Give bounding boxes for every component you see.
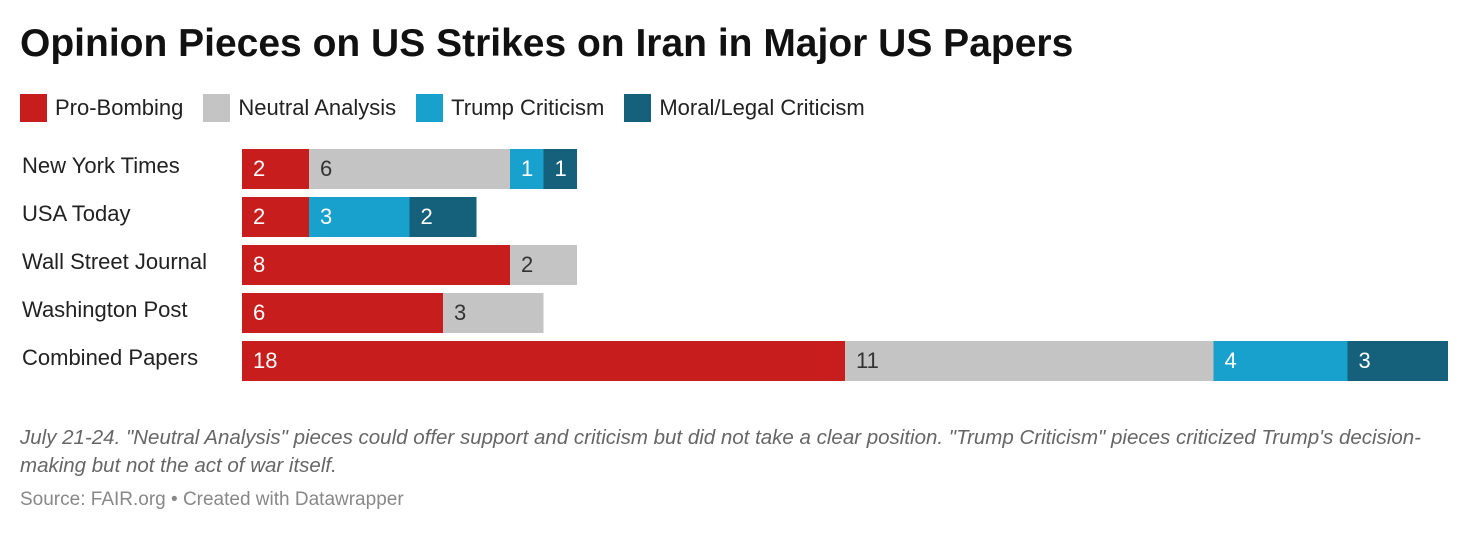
data-label-combined-papers-neutral-analysis: 11 [856,348,879,373]
data-label-new-york-times-pro-bombing: 2 [253,156,265,181]
bar-usa-today-moral-legal-criticism [409,197,477,237]
legend-swatch-trump-criticism [416,94,444,122]
data-label-new-york-times-moral-legal-criticism: 1 [555,156,567,181]
data-label-usa-today-moral-legal-criticism: 2 [421,204,433,229]
legend-swatch-moral-legal-criticism [624,94,652,122]
bar-usa-today-trump-criticism [309,197,410,237]
data-label-usa-today-pro-bombing: 2 [253,204,265,229]
bar-combined-papers-moral-legal-criticism [1347,341,1448,381]
data-label-combined-papers-pro-bombing: 18 [253,348,277,373]
bar-combined-papers-trump-criticism [1213,341,1348,381]
bar-new-york-times-pro-bombing [242,149,309,189]
legend-label-neutral-analysis: Neutral Analysis [238,95,397,120]
chart-source: Source: FAIR.org • Created with Datawrap… [20,489,404,510]
bar-combined-papers-neutral-analysis [845,341,1214,381]
data-label-wall-street-journal-neutral-analysis: 2 [521,252,533,277]
data-label-combined-papers-trump-criticism: 4 [1225,348,1237,373]
legend-item-moral-legal-criticism: Moral/Legal Criticism [624,94,865,122]
bar-new-york-times-moral-legal-criticism [543,149,577,189]
bar-washington-post-neutral-analysis [443,293,544,333]
bar-washington-post-pro-bombing [242,293,443,333]
row-label-new-york-times: New York Times [22,153,180,178]
bar-wall-street-journal-pro-bombing [242,245,510,285]
legend-item-pro-bombing: Pro-Bombing [20,94,183,122]
data-label-wall-street-journal-pro-bombing: 8 [253,252,265,277]
data-label-washington-post-pro-bombing: 6 [253,300,265,325]
bar-new-york-times-neutral-analysis [309,149,510,189]
row-label-combined-papers: Combined Papers [22,345,198,370]
bar-combined-papers-pro-bombing [242,341,845,381]
data-label-new-york-times-neutral-analysis: 6 [320,156,332,181]
bar-wall-street-journal-neutral-analysis [510,245,577,285]
row-label-usa-today: USA Today [22,201,130,226]
legend-label-trump-criticism: Trump Criticism [451,95,605,120]
data-label-combined-papers-moral-legal-criticism: 3 [1359,348,1371,373]
row-label-wall-street-journal: Wall Street Journal [22,249,207,274]
data-label-usa-today-trump-criticism: 3 [320,204,332,229]
legend-label-moral-legal-criticism: Moral/Legal Criticism [659,95,865,120]
bar-new-york-times-trump-criticism [510,149,544,189]
legend-label-pro-bombing: Pro-Bombing [55,95,184,120]
legend-swatch-neutral-analysis [203,94,231,122]
stacked-bar-chart: New York Times 2 6 1 1 USA Today 2 3 2 Wall Stree… [22,149,1448,381]
chart-notes: July 21-24. "Neutral Analysis" pieces co… [20,426,1421,477]
chart-legend: Pro-Bombing Neutral Analysis Trump Criti… [20,94,885,122]
data-label-new-york-times-trump-criticism: 1 [521,156,533,181]
row-label-washington-post: Washington Post [22,297,188,322]
legend-item-neutral-analysis: Neutral Analysis [203,94,396,122]
legend-swatch-pro-bombing [20,94,47,122]
bar-usa-today-pro-bombing [242,197,309,237]
legend-item-trump-criticism: Trump Criticism [416,94,604,122]
data-label-washington-post-neutral-analysis: 3 [454,300,466,325]
chart-title: Opinion Pieces on US Strikes on Iran in … [20,22,1074,65]
